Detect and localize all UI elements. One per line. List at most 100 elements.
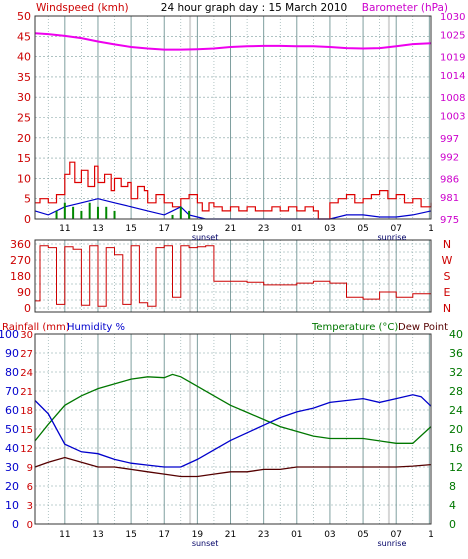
barometer-y-tick-975: 975: [440, 215, 459, 226]
rain-y-tick-6: 6: [27, 482, 33, 493]
rain-y-tick-9: 9: [27, 463, 33, 474]
humidity-panel-frame: [34, 333, 432, 525]
wind-y-tick-5: 5: [24, 193, 31, 206]
humidity-x-tick-11: 11: [59, 530, 70, 540]
direction-compass-N-0: N: [443, 302, 451, 315]
temperature-y-tick-36: 36: [449, 347, 463, 360]
direction-compass-E-90: E: [444, 286, 451, 299]
dewpoint-axis-title: Dew Point: [398, 322, 448, 333]
temperature-y-tick-12: 12: [449, 461, 463, 474]
humidity-y-tick-90: 90: [5, 347, 19, 360]
temperature-y-tick-16: 16: [449, 442, 463, 455]
humidity-y-tick-80: 80: [5, 366, 19, 379]
wind-y-tick-50: 50: [17, 10, 31, 23]
rain-y-tick-15: 15: [20, 425, 33, 436]
temperature-y-tick-40: 40: [449, 328, 463, 341]
humidity-panel-sunset-band: [189, 334, 192, 524]
wind-y-tick-40: 40: [17, 51, 31, 64]
wind-x-tick-23: 23: [258, 224, 269, 234]
barometer-y-tick-1003: 1003: [440, 112, 465, 123]
wind-y-tick-30: 30: [17, 91, 31, 104]
direction-y-tick-0: 0: [24, 302, 31, 315]
humidity-x-tick-1: 1: [428, 530, 434, 540]
wind-x-tick-13: 13: [92, 224, 103, 234]
humidity-sunset-label: sunset: [192, 539, 219, 548]
wind-x-tick-15: 15: [125, 224, 136, 234]
wind-y-tick-25: 25: [17, 112, 31, 125]
humidity-y-tick-100: 100: [0, 328, 19, 341]
barometer-y-tick-1019: 1019: [440, 53, 465, 64]
wind-sunrise-label: sunrise: [377, 233, 406, 242]
humidity-x-tick-23: 23: [258, 530, 269, 540]
humidity-x-tick-05: 05: [357, 530, 368, 540]
barometer-y-tick-1014: 1014: [440, 71, 465, 82]
humidity-x-tick-03: 03: [324, 530, 335, 540]
temperature-series-line: [34, 373, 432, 444]
humidity-x-tick-01: 01: [291, 530, 302, 540]
direction-series-line: [35, 245, 432, 307]
rain-y-tick-30: 30: [20, 330, 33, 341]
wind-panel-frame: [34, 15, 432, 220]
direction-y-tick-270: 270: [10, 254, 31, 267]
wind-y-tick-0: 0: [24, 213, 31, 226]
rain-y-tick-0: 0: [27, 520, 33, 531]
barometer-y-tick-1025: 1025: [440, 30, 465, 41]
wind-y-tick-15: 15: [17, 152, 31, 165]
wind-y-tick-35: 35: [17, 71, 31, 84]
rainfall-axis-title: Rainfall (mm): [2, 322, 70, 333]
humidity-y-tick-30: 30: [5, 461, 19, 474]
temperature-y-tick-28: 28: [449, 385, 463, 398]
humidity-x-tick-13: 13: [92, 530, 103, 540]
humidity-x-tick-17: 17: [159, 530, 170, 540]
direction-panel-frame: [34, 239, 432, 313]
humidity-x-tick-21: 21: [225, 530, 236, 540]
temperature-y-tick-0: 0: [449, 518, 456, 531]
wind-sunset-label: sunset: [192, 233, 219, 242]
humidity-x-tick-07: 07: [390, 530, 401, 540]
direction-panel-sunset-band: [189, 240, 192, 312]
wind-y-tick-20: 20: [17, 132, 31, 145]
direction-y-tick-180: 180: [10, 270, 31, 283]
direction-compass-W-270: W: [442, 254, 453, 267]
barometer-y-tick-981: 981: [440, 193, 459, 204]
dewpoint-series-line: [34, 456, 432, 478]
rain-y-tick-21: 21: [20, 387, 33, 398]
humidity-y-tick-40: 40: [5, 442, 19, 455]
direction-y-tick-90: 90: [17, 286, 31, 299]
wind-x-tick-1: 1: [428, 224, 434, 234]
wind-x-tick-07: 07: [390, 224, 401, 234]
humidity-x-tick-19: 19: [192, 530, 204, 540]
windspeed-axis-title: Windspeed (kmh): [36, 2, 129, 14]
humidity-x-tick-15: 15: [125, 530, 136, 540]
rain-y-tick-18: 18: [20, 406, 33, 417]
humidity-axis-title: Humidity %: [67, 322, 125, 333]
barometer-y-tick-997: 997: [440, 134, 459, 145]
wind-x-tick-11: 11: [59, 224, 70, 234]
wind-x-tick-01: 01: [291, 224, 302, 234]
temperature-y-tick-4: 4: [449, 499, 456, 512]
direction-compass-N-360: N: [443, 238, 451, 251]
barometer-y-tick-992: 992: [440, 152, 459, 163]
direction-compass-S-180: S: [444, 270, 451, 283]
humidity-y-tick-10: 10: [5, 499, 19, 512]
temperature-y-tick-8: 8: [449, 480, 456, 493]
wind-x-tick-03: 03: [324, 224, 335, 234]
rain-y-tick-24: 24: [20, 368, 33, 379]
humidity-y-tick-20: 20: [5, 480, 19, 493]
barometer-axis-title: Barometer (hPa): [362, 2, 448, 14]
humidity-y-tick-0: 0: [12, 518, 19, 531]
wind-gust-series-line: [35, 161, 432, 220]
wind-y-tick-10: 10: [17, 172, 31, 185]
humidity-y-tick-70: 70: [5, 385, 19, 398]
barometer-y-tick-1030: 1030: [440, 12, 465, 23]
barometer-series-line: [34, 32, 432, 51]
wind-x-tick-19: 19: [192, 224, 204, 234]
barometer-y-tick-986: 986: [440, 174, 459, 185]
wind-x-tick-05: 05: [357, 224, 368, 234]
humidity-y-tick-50: 50: [5, 423, 19, 436]
barometer-y-tick-1008: 1008: [440, 93, 465, 104]
temperature-y-tick-32: 32: [449, 366, 463, 379]
rain-y-tick-12: 12: [20, 444, 33, 455]
